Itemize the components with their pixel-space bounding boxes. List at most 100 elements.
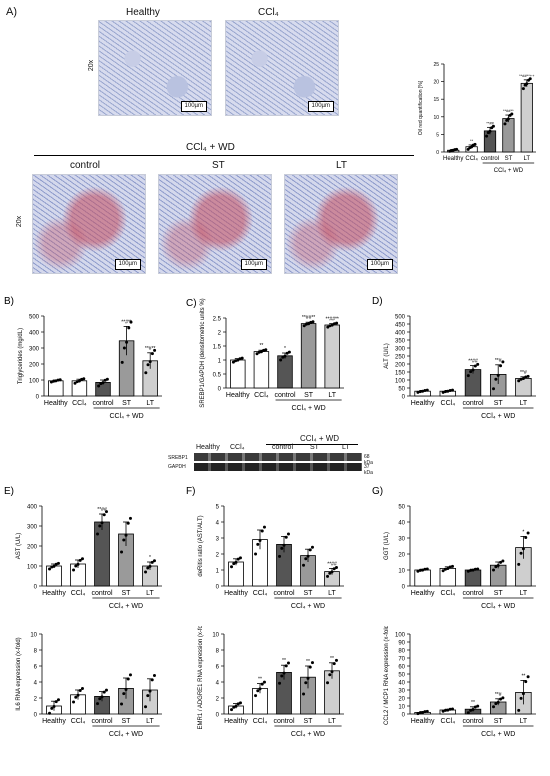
data-point	[519, 696, 523, 700]
data-point	[510, 112, 514, 116]
data-point	[278, 554, 282, 558]
group-label: CCl₄ + WD	[494, 168, 524, 174]
y-tick-label: 100	[27, 564, 38, 570]
x-tick-label: Healthy	[411, 718, 435, 725]
data-point	[283, 354, 287, 358]
x-tick-label: ST	[304, 392, 314, 399]
hist-group-line	[34, 155, 414, 156]
y-axis-label: CCL2 / MCP1 RNA expression (x-fold)	[384, 626, 390, 725]
x-tick-label: ST	[304, 718, 314, 725]
data-point	[446, 389, 450, 393]
data-point	[488, 129, 492, 133]
chart-ggt: G) 0 10 20 30 40 50 GGT (U/L) Healthy CCl₄ control…	[372, 486, 536, 610]
hist-title-st: ST	[212, 160, 225, 171]
significance-label: **#	[495, 358, 502, 364]
data-point	[501, 360, 505, 364]
data-point	[125, 340, 129, 344]
mag-label-top: 20x	[88, 59, 96, 72]
data-point	[72, 700, 76, 704]
data-point	[310, 545, 314, 549]
scalebar: 100µm	[114, 259, 141, 270]
data-point	[494, 377, 498, 381]
data-point	[78, 558, 82, 562]
y-tick-label: 0	[402, 712, 406, 718]
x-tick-label: Healthy	[224, 590, 248, 597]
x-tick-label: ST	[304, 590, 314, 597]
group-label: CCl₄ + WD	[109, 731, 143, 738]
y-tick-label: 1	[216, 568, 220, 574]
panel-letter: D)	[372, 296, 383, 307]
significance-label: **	[258, 677, 262, 683]
data-point	[58, 378, 62, 382]
blot-row-label: GAPDH	[168, 464, 186, 470]
y-axis-label: ALT (U/L)	[384, 343, 390, 368]
hist-title-control: control	[70, 160, 101, 171]
data-point	[282, 543, 286, 547]
data-point	[259, 350, 263, 354]
data-point	[476, 704, 480, 708]
panel-letter: G)	[372, 486, 383, 497]
hist-image-healthy: 100µm	[98, 20, 212, 116]
significance-label: **#	[495, 692, 502, 698]
data-point	[304, 681, 308, 685]
data-point	[473, 705, 477, 709]
data-point	[526, 675, 530, 679]
data-point	[56, 698, 60, 702]
data-point	[521, 87, 525, 91]
y-tick-label: 500	[395, 314, 406, 320]
blot-kda: 37 kDa	[364, 464, 373, 476]
significance-label: **##	[97, 507, 107, 513]
data-point	[231, 360, 235, 364]
data-point	[496, 700, 500, 704]
hist-group-title: CCl₄ + WD	[186, 142, 235, 153]
y-tick-label: 3	[216, 536, 220, 542]
group-label: CCl₄ + WD	[481, 413, 515, 420]
bar	[94, 521, 110, 587]
significance-label: **	[471, 700, 475, 706]
x-tick-label: Healthy	[411, 400, 435, 407]
data-point	[491, 124, 495, 128]
data-point	[256, 689, 260, 693]
data-point	[441, 709, 445, 713]
data-point	[330, 323, 334, 327]
significance-label: **	[306, 659, 310, 665]
data-point	[232, 562, 236, 566]
scalebar: 100µm	[366, 259, 393, 270]
y-tick-label: 30	[398, 688, 405, 694]
y-axis-label: Triglycerides (mg/dL)	[18, 328, 24, 384]
data-point	[129, 320, 133, 324]
hist-title-healthy: Healthy	[126, 7, 160, 18]
data-point	[284, 664, 288, 668]
data-point	[466, 569, 470, 573]
x-tick-label: ST	[122, 718, 132, 725]
y-tick-label: 0	[436, 150, 439, 156]
data-point	[284, 535, 288, 539]
data-point	[126, 677, 130, 681]
chart-ast: E) 0 100 200 300 400 AST (U/L) Healthy CCl₄ **## c…	[4, 486, 162, 610]
y-tick-label: 150	[395, 370, 406, 376]
data-point	[286, 532, 290, 536]
data-point	[105, 377, 109, 381]
x-tick-label: CCl₄	[71, 718, 86, 725]
y-tick-label: 0	[36, 394, 40, 400]
data-point	[521, 692, 525, 696]
data-point	[501, 696, 505, 700]
data-point	[128, 516, 132, 520]
group-label: CCl₄ + WD	[109, 603, 143, 610]
data-point	[471, 368, 475, 372]
data-point	[335, 321, 339, 325]
data-point	[56, 561, 60, 565]
y-tick-label: 100	[29, 378, 40, 384]
x-tick-label: LT	[328, 718, 336, 725]
x-tick-label: LT	[328, 590, 336, 597]
data-point	[48, 567, 52, 571]
x-tick-label: LT	[146, 400, 154, 407]
data-point	[330, 570, 334, 574]
y-tick-label: 4	[216, 680, 220, 686]
data-point	[308, 665, 312, 669]
data-point	[258, 687, 262, 691]
y-tick-label: 400	[29, 330, 40, 336]
data-point	[52, 564, 56, 568]
data-point	[80, 687, 84, 691]
data-point	[326, 574, 330, 578]
